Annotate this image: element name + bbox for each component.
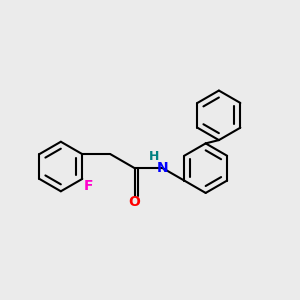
Text: O: O (129, 195, 141, 209)
Text: H: H (149, 150, 160, 163)
Text: F: F (83, 179, 93, 193)
Text: N: N (157, 160, 169, 175)
